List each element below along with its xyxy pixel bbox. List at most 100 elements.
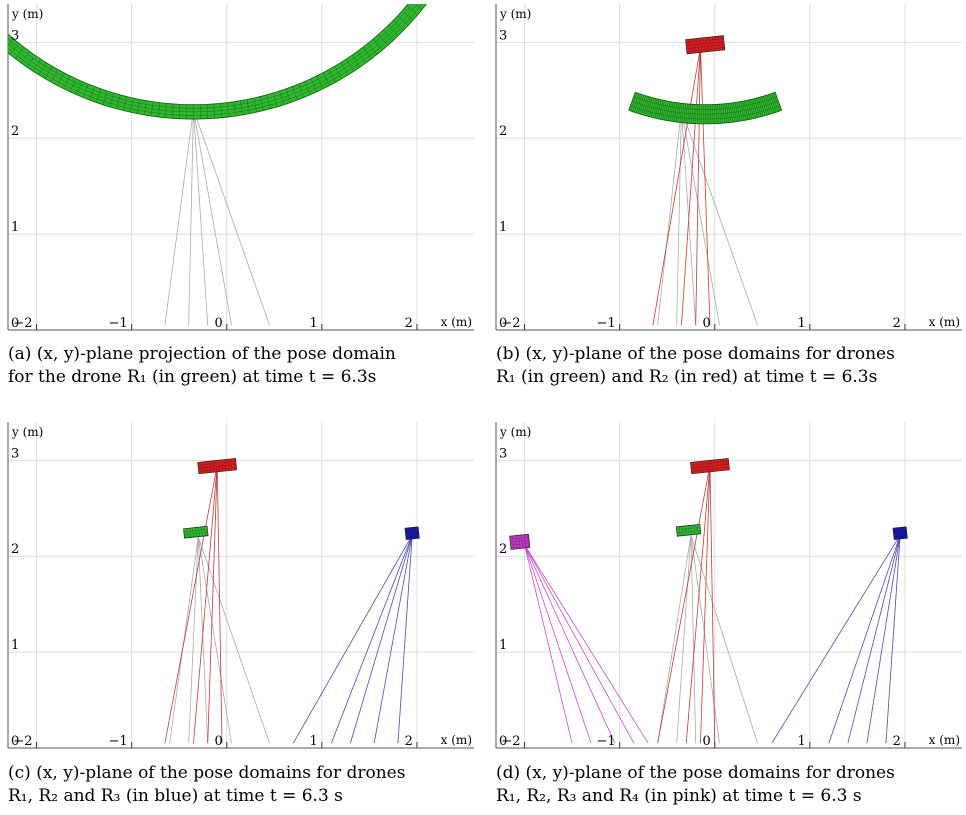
mesh-line [712, 36, 715, 52]
mesh-line [690, 458, 729, 463]
beam-R1-1 [676, 109, 682, 326]
mesh-line [0, 30, 3, 41]
plot-b-svg: −2 −1 0 1 2 0 1 2 3 x (m) y (m) [495, 4, 962, 331]
mesh-line [721, 35, 724, 51]
caption-b: (b) (x, y)-plane of the pose domains for… [496, 343, 966, 389]
beam-R1-0 [164, 109, 194, 326]
mesh-R1 [628, 92, 782, 124]
caption-d-line2: R₁, R₂, R₃ and R₄ (in pink) at time t = … [496, 786, 862, 806]
beam-R3-3 [373, 535, 413, 744]
beam-R2-3 [709, 465, 716, 744]
panel-b-plot: −2 −1 0 1 2 0 1 2 3 x (m) y (m) [495, 4, 966, 336]
mesh-line [714, 459, 716, 472]
y-tick-label: 2 [11, 542, 19, 557]
beam-R4-2 [524, 544, 616, 744]
beam-R3-2 [847, 535, 901, 744]
beam-R2-2 [207, 465, 218, 744]
beam-R1-4 [193, 109, 270, 326]
mesh-line [696, 524, 699, 535]
panel-d-plot: −2 −1 0 1 2 0 1 2 3 x (m) y (m) [495, 422, 966, 754]
y-tick-label: 0 [499, 734, 507, 749]
mesh-line [201, 526, 203, 537]
beam-R3-0 [771, 534, 901, 744]
mesh-line [221, 459, 223, 472]
caption-b-line1: (b) (x, y)-plane of the pose domains for… [496, 344, 895, 364]
beam-R3-0 [292, 534, 413, 744]
mesh-ring [8, 4, 423, 116]
x-tick-label: −1 [108, 316, 127, 331]
mesh-line [717, 459, 719, 472]
y-tick-label: 0 [11, 734, 19, 749]
x-axis-label: x (m) [929, 733, 960, 747]
mesh-ring [631, 101, 779, 115]
x-tick-label: 1 [310, 316, 318, 331]
mesh-R2 [197, 458, 237, 474]
mesh-line [512, 535, 515, 550]
mesh-line [510, 539, 530, 543]
mesh-line [893, 529, 907, 532]
mesh-ring [630, 105, 781, 120]
mesh-line [676, 530, 701, 533]
beam-R1-3 [690, 535, 720, 744]
x-tick-label: 0 [214, 316, 222, 331]
mesh-line [509, 536, 512, 550]
domain-R4 [509, 533, 531, 550]
mesh-line [718, 36, 721, 51]
mesh-R2 [685, 35, 725, 54]
domain-R2 [197, 458, 238, 475]
mesh-line [209, 461, 212, 473]
mesh-line [198, 464, 237, 469]
domain-R1 [8, 4, 427, 120]
mesh-line [685, 39, 688, 54]
mesh-ring [8, 4, 413, 109]
mesh-R4 [509, 533, 530, 550]
x-tick-label: 2 [893, 734, 901, 749]
beam-R3-3 [866, 535, 901, 744]
mesh-line [416, 526, 419, 539]
x-tick-label: 1 [798, 316, 806, 331]
mesh-line [892, 528, 895, 540]
mesh-line [690, 461, 729, 466]
beam-R3-4 [397, 535, 413, 744]
y-tick-label: 2 [499, 124, 507, 139]
y-axis-label: y (m) [11, 425, 43, 439]
mesh-line [715, 36, 718, 51]
mesh-line [204, 526, 206, 537]
beam-R2-1 [685, 465, 711, 744]
beam-R1-4 [197, 536, 270, 744]
mesh-R3 [892, 526, 908, 540]
x-axis-label: x (m) [441, 315, 472, 329]
mesh-line [212, 460, 215, 473]
mesh-line [203, 461, 206, 474]
mesh-line [711, 460, 713, 472]
beam-R4-0 [524, 544, 573, 744]
mesh-line [691, 38, 694, 54]
mesh-line [686, 44, 725, 49]
beam-R1-2 [690, 535, 697, 744]
beam-R1-1 [188, 109, 194, 326]
y-tick-label: 1 [11, 638, 19, 653]
caption-c-line1: (c) (x, y)-plane of the pose domains for… [8, 763, 406, 783]
mesh-line [197, 461, 236, 466]
mesh-line [726, 458, 728, 471]
plot-content [628, 35, 783, 326]
mesh-line [904, 526, 907, 539]
mesh-line [723, 458, 725, 471]
mesh-line [895, 527, 898, 540]
plot-content [164, 458, 420, 744]
beam-R1-3 [197, 536, 232, 744]
mesh-line [699, 461, 701, 473]
mesh-line [186, 528, 188, 538]
mesh-line [184, 532, 208, 535]
mesh-line [688, 39, 691, 54]
mesh-line [690, 525, 693, 535]
mesh-line [687, 525, 690, 536]
grid-lines [496, 4, 962, 330]
x-tick-label: 1 [798, 734, 806, 749]
mesh-ring [8, 4, 418, 113]
beam-R1-3 [193, 109, 232, 326]
mesh-line [901, 527, 904, 539]
mesh-line [679, 526, 681, 537]
beam-R1-4 [690, 535, 758, 744]
x-tick-label: −2 [501, 316, 520, 331]
